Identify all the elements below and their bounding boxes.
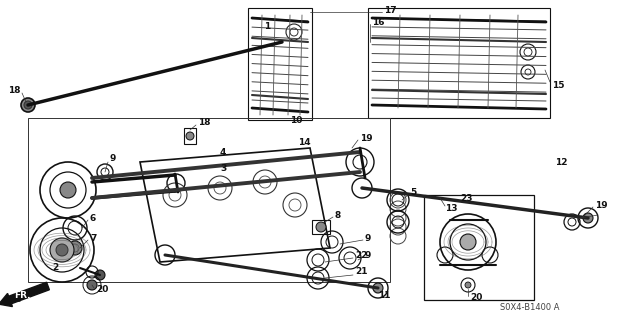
Circle shape [95,270,105,280]
Text: 2: 2 [52,263,58,273]
Text: S0X4-B1400 A: S0X4-B1400 A [500,303,560,313]
Circle shape [56,244,68,256]
Text: 9: 9 [110,154,116,163]
Circle shape [24,101,32,109]
Text: 20: 20 [96,285,109,294]
Circle shape [186,132,194,140]
Text: 21: 21 [355,268,367,276]
Text: 4: 4 [220,148,226,156]
Circle shape [583,213,593,223]
Text: 9: 9 [365,251,371,260]
Text: 5: 5 [410,188,416,196]
Text: 7: 7 [90,234,96,243]
Text: 12: 12 [555,157,568,166]
Text: 17: 17 [384,5,397,14]
Circle shape [50,238,74,262]
Circle shape [373,283,383,293]
Bar [424,195,534,300]
Text: 19: 19 [360,133,372,142]
Text: FR.: FR. [14,292,31,300]
Text: 16: 16 [372,18,384,27]
Bar [184,128,196,144]
Circle shape [87,280,97,290]
Text: 8: 8 [335,211,341,220]
Text: 3: 3 [220,164,226,172]
Text: 10: 10 [290,116,302,124]
Text: 6: 6 [90,213,96,222]
Circle shape [460,234,476,250]
FancyArrow shape [0,282,50,307]
Circle shape [68,241,82,255]
Text: 20: 20 [470,293,482,302]
Text: 1: 1 [264,21,270,30]
Text: 11: 11 [378,291,391,300]
Circle shape [465,282,471,288]
Text: 9: 9 [365,234,371,243]
Circle shape [60,182,76,198]
Text: 22: 22 [355,251,367,260]
Text: 23: 23 [460,194,472,203]
Text: 18: 18 [198,117,210,126]
Bar [312,220,330,234]
Text: 15: 15 [552,81,565,90]
Text: 18: 18 [8,85,21,94]
Circle shape [316,222,326,232]
Circle shape [21,98,35,112]
Text: 19: 19 [595,201,608,210]
Text: 14: 14 [298,138,311,147]
Text: 13: 13 [445,204,458,212]
